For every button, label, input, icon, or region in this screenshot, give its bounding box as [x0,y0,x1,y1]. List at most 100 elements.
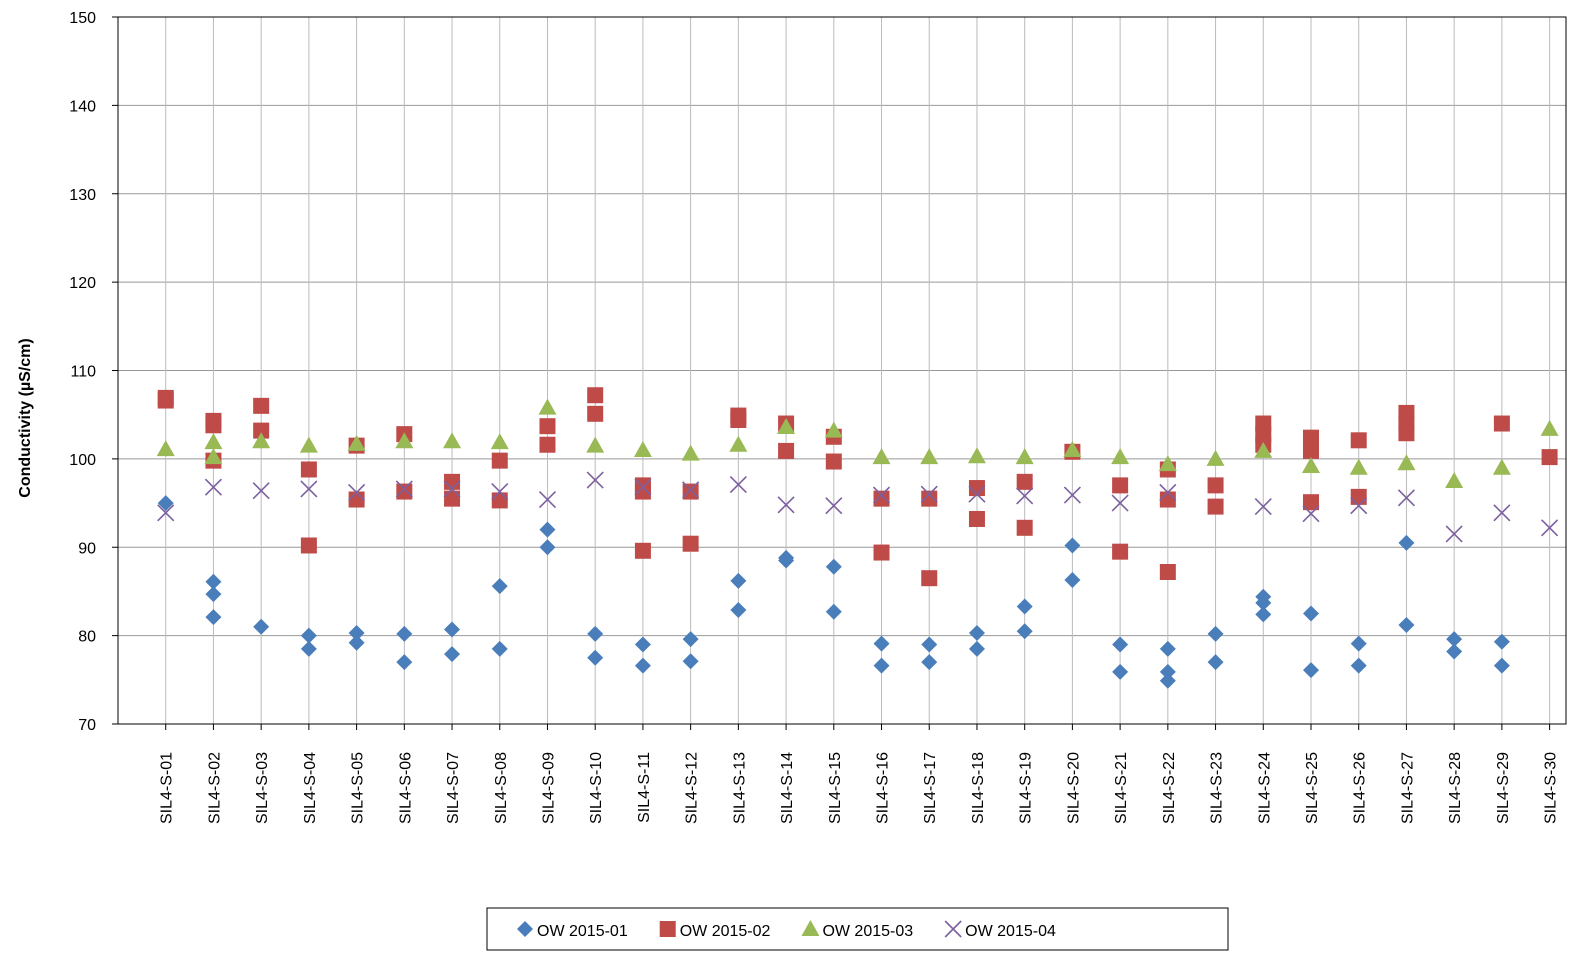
data-point [873,635,890,652]
data-point [1493,633,1510,650]
data-point [1302,505,1320,523]
data-point [157,504,175,522]
y-axis-label: Conductivity (µS/cm) [17,338,34,497]
data-point [1159,663,1176,680]
data-point [587,405,604,422]
data-point [539,436,556,453]
data-point [348,491,365,508]
data-point [348,634,365,651]
y-tick-label: 90 [78,540,96,557]
data-point [253,422,270,439]
x-tick-label: SIL4-S-13 [731,752,748,824]
data-point [490,433,509,450]
data-point [968,480,985,497]
data-point [729,435,748,452]
data-point [1207,625,1224,642]
data-point [968,485,986,503]
data-point [1302,456,1320,473]
y-tick-label: 150 [69,10,96,27]
data-point [1303,494,1319,511]
data-point [157,392,174,409]
data-point [1016,598,1033,615]
data-point [586,471,604,489]
data-point [1063,441,1082,458]
data-point [1207,477,1224,494]
x-tick-label: SIL4-S-19 [1018,752,1035,824]
x-tick-label: SIL4-S-11 [636,752,653,823]
data-point [1350,635,1367,652]
legend-marker [659,921,676,937]
data-point [1445,471,1464,488]
data-point [1350,657,1367,674]
data-point [1016,623,1033,640]
x-tick-label: SIL4-S-14 [779,752,796,824]
data-point [348,483,366,502]
data-point [1398,617,1415,634]
data-point [444,490,461,507]
data-point [1207,654,1224,671]
data-point [1397,489,1416,507]
data-point [968,640,985,657]
x-tick-label: SIL4-S-12 [684,752,701,824]
data-point [1254,441,1273,458]
data-point [300,627,317,644]
y-tick-label: 120 [69,275,96,292]
data-point [682,483,699,500]
data-point [873,490,890,507]
x-tick-label: SIL4-S-04 [302,752,319,824]
data-point [491,640,508,657]
data-point [872,486,891,504]
data-point [1063,486,1081,504]
data-point [921,654,938,671]
x-tick-label: SIL4-S-29 [1495,752,1512,824]
data-point [396,625,413,642]
data-point [204,478,223,496]
x-tick-label: SIL4-S-27 [1399,752,1416,824]
data-point [1159,483,1177,502]
data-point [300,640,317,657]
data-point [920,485,938,503]
data-point [682,653,699,670]
data-point [873,657,890,674]
data-point [587,625,604,642]
data-point [299,436,318,453]
data-point [300,461,317,478]
data-point [1446,631,1463,648]
data-point [1540,419,1559,436]
legend-marker [517,921,533,937]
data-point [1493,504,1511,522]
x-tick-label: SIL4-S-05 [350,752,367,824]
y-tick-label: 130 [69,187,96,204]
data-point [205,586,222,603]
plot-border [117,16,1567,725]
x-tick-label: SIL4-S-15 [827,752,844,824]
y-tick-label: 80 [78,629,96,646]
data-point [396,483,413,500]
x-tick-label: SIL4-S-16 [875,752,892,824]
data-point [1159,672,1176,689]
data-point [730,601,747,618]
x-tick-label: SIL4-S-30 [1543,752,1560,824]
data-point [873,544,890,561]
data-point [1349,458,1368,475]
data-point [825,453,842,470]
legend: OW 2015-01 OW 2015-02 OW 2015-03 OW 2015-04 [486,907,1229,951]
data-point [730,411,747,428]
data-point [253,397,270,414]
x-tick-label: SIL4-S-28 [1447,752,1464,824]
y-tick-label: 140 [69,98,96,115]
x-tick-label: SIL4-S-20 [1065,752,1082,824]
data-point [1064,537,1081,554]
data-point [1445,525,1463,543]
data-point [444,473,461,490]
data-point [634,636,651,653]
x-tick-label: SIL4-S-07 [445,752,462,824]
data-point [825,603,842,620]
legend-label: OW 2015-01 [537,923,628,940]
data-point [1016,519,1033,536]
legend-label: OW 2015-04 [965,923,1056,940]
x-tick-label: SIL4-S-03 [254,752,271,824]
y-tick-label: 110 [70,364,96,381]
data-point [1064,571,1081,588]
